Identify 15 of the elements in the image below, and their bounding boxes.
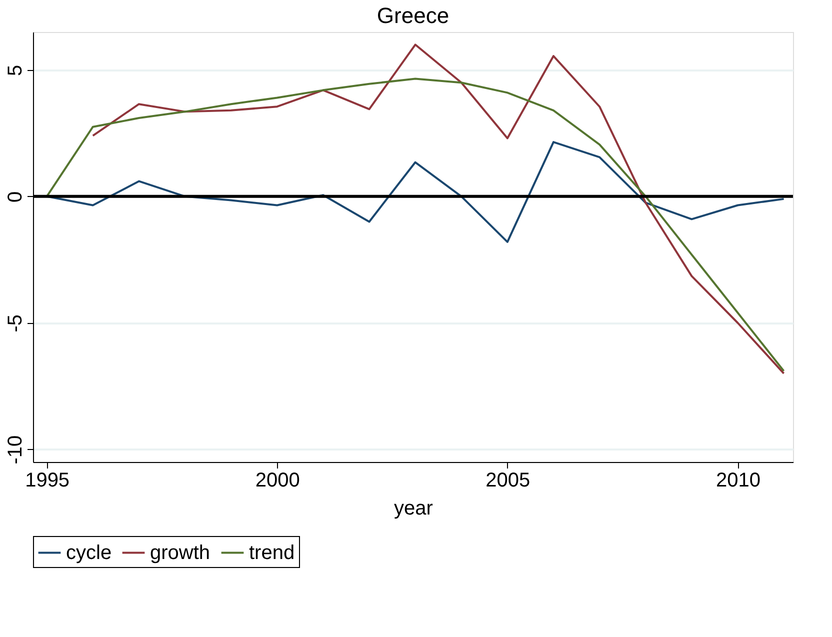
y-tick-label: -5 bbox=[4, 314, 26, 332]
legend-label: cycle bbox=[66, 542, 112, 564]
x-tick-label: 2000 bbox=[255, 470, 300, 492]
line-series bbox=[92, 44, 785, 374]
legend-label: trend bbox=[249, 542, 295, 564]
x-tick-label: 2005 bbox=[486, 470, 530, 492]
x-tick-label: 2010 bbox=[716, 470, 760, 492]
x-axis-title: year bbox=[394, 498, 434, 520]
x-tick-label: 1995 bbox=[25, 470, 70, 492]
line-series bbox=[46, 78, 785, 372]
y-tick-label: 5 bbox=[4, 64, 26, 76]
y-tick-label: -10 bbox=[4, 435, 26, 464]
legend-label: growth bbox=[150, 542, 210, 564]
y-tick-label: 0 bbox=[4, 191, 26, 202]
chart-title: Greece bbox=[376, 3, 450, 28]
